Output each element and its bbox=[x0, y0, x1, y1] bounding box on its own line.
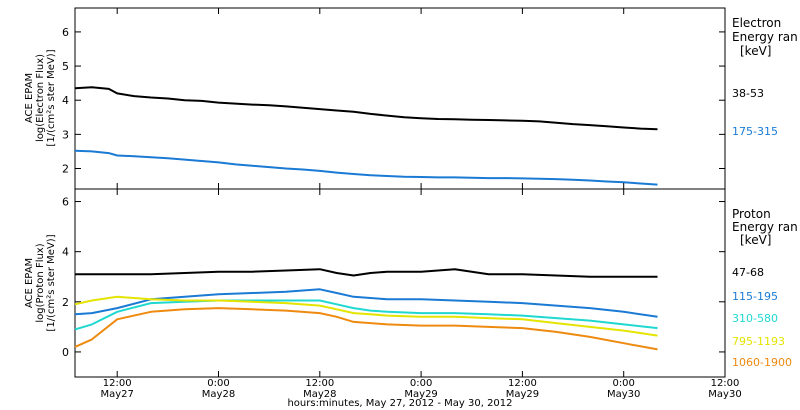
proton-legend-entry-115-195: 115-195 bbox=[732, 290, 778, 303]
xtick-date-5: May30 bbox=[607, 389, 640, 400]
proton-series-310-580 bbox=[74, 299, 658, 331]
proton-legend-entry-47-68: 47-68 bbox=[732, 266, 764, 279]
xtick-time-5: 0:00 bbox=[612, 378, 634, 389]
electron-y-axis-label: ACE EPAM log(Electron Flux) [1/(cm²s ste… bbox=[24, 49, 57, 146]
x-axis-label: hours:minutes, May 27, 2012 - May 30, 20… bbox=[287, 398, 512, 409]
electron-legend-entry-38-53: 38-53 bbox=[732, 87, 764, 100]
electron-ylabel-line-2: log(Electron Flux) bbox=[35, 54, 46, 142]
electron-ytick-label-3: 5 bbox=[62, 60, 69, 73]
xtick-date-6: May30 bbox=[708, 389, 741, 400]
electron-legend-entries: 38-53 175-315 bbox=[732, 87, 778, 138]
proton-legend: Proton Energy ran [keV] 47-68 115-195 310-… bbox=[732, 207, 798, 369]
electron-y-ticks: 2 3 4 5 6 bbox=[62, 26, 725, 176]
proton-legend-entries: 47-68 115-195 310-580 795-1193 1060-1900 bbox=[732, 266, 792, 369]
proton-y-ticks: 0 2 4 6 bbox=[62, 196, 725, 359]
electron-legend: Electron Energy ran [keV] 38-53 175-315 bbox=[732, 16, 798, 138]
proton-ytick-label-0: 0 bbox=[62, 346, 69, 359]
proton-legend-entry-795-1193: 795-1193 bbox=[732, 335, 785, 348]
proton-ylabel-line-2: log(Proton Flux) bbox=[35, 243, 46, 322]
electron-series-38-53 bbox=[74, 86, 658, 131]
proton-series-47-68 bbox=[75, 268, 658, 278]
electron-ylabel-line-1: ACE EPAM bbox=[24, 73, 35, 123]
xtick-time-3: 0:00 bbox=[410, 378, 432, 389]
electron-legend-title: Electron bbox=[732, 16, 781, 30]
electron-series-175-315 bbox=[74, 149, 658, 186]
proton-legend-entry-1060-1900: 1060-1900 bbox=[732, 356, 792, 369]
electron-ytick-label-0: 2 bbox=[62, 163, 69, 176]
electron-ytick-label-2: 4 bbox=[62, 94, 69, 107]
proton-series-795-1193 bbox=[74, 295, 658, 337]
proton-panel: ACE EPAM log(Proton Flux) [1/(cm²s ster … bbox=[24, 188, 798, 378]
electron-legend-energy: Energy ran bbox=[732, 30, 798, 44]
xtick-date-4: May29 bbox=[506, 389, 539, 400]
proton-legend-title: Proton bbox=[732, 207, 771, 221]
proton-ylabel-line-1: ACE EPAM bbox=[24, 258, 35, 308]
xtick-time-0: 12:00 bbox=[103, 378, 132, 389]
xtick-time-6: 12:00 bbox=[711, 378, 740, 389]
proton-ytick-label-3: 6 bbox=[62, 196, 69, 209]
proton-series-115-195 bbox=[74, 288, 658, 318]
xtick-date-0: May27 bbox=[101, 389, 134, 400]
proton-series-1060-1900 bbox=[74, 307, 658, 351]
xtick-time-2: 12:00 bbox=[305, 378, 334, 389]
proton-y-axis-label: ACE EPAM log(Proton Flux) [1/(cm²s ster … bbox=[24, 234, 57, 331]
xtick-date-1: May28 bbox=[202, 389, 235, 400]
xtick-date-3: May29 bbox=[404, 389, 437, 400]
proton-ytick-label-1: 2 bbox=[62, 296, 69, 309]
electron-ytick-label-4: 6 bbox=[62, 26, 69, 39]
proton-legend-energy: Energy ran bbox=[732, 220, 798, 234]
electron-ytick-label-1: 3 bbox=[62, 128, 69, 141]
proton-ylabel-line-3: [1/(cm²s ster MeV)] bbox=[46, 234, 57, 331]
proton-legend-entry-310-580: 310-580 bbox=[732, 312, 778, 325]
electron-panel: ACE EPAM log(Electron Flux) [1/(cm²s ste… bbox=[24, 7, 798, 190]
xtick-time-4: 12:00 bbox=[508, 378, 537, 389]
electron-series-group bbox=[74, 86, 658, 186]
proton-plot-frame bbox=[74, 188, 726, 378]
proton-ytick-label-2: 4 bbox=[62, 246, 69, 259]
electron-legend-unit: [keV] bbox=[740, 44, 771, 58]
electron-ylabel-line-3: [1/(cm²s ster MeV)] bbox=[46, 49, 57, 146]
proton-legend-unit: [keV] bbox=[740, 233, 771, 247]
proton-series-group bbox=[74, 268, 658, 351]
xtick-date-2: May28 bbox=[303, 389, 336, 400]
time-axis-ticks: 12:00May270:00May2812:00May280:00May2912… bbox=[101, 8, 742, 400]
electron-legend-entry-175-315: 175-315 bbox=[732, 125, 778, 138]
xtick-time-1: 0:00 bbox=[207, 378, 229, 389]
